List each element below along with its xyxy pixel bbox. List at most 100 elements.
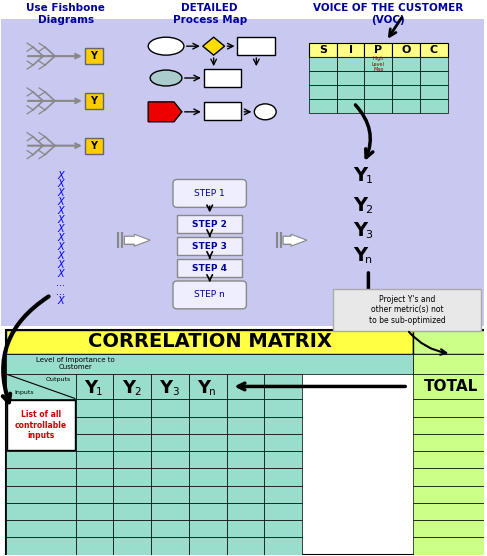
Bar [413, 537, 487, 555]
Bar [6, 330, 487, 555]
Bar [238, 37, 275, 55]
Bar [113, 434, 151, 451]
Text: 1: 1 [365, 176, 373, 186]
Text: List of all
controllable
inputs: List of all controllable inputs [15, 410, 67, 440]
Text: X: X [57, 206, 64, 216]
Text: STEP 3: STEP 3 [192, 242, 227, 251]
Text: C: C [430, 45, 438, 55]
Bar [264, 451, 302, 468]
Bar [76, 416, 113, 434]
Bar [189, 399, 226, 416]
Bar [392, 99, 420, 113]
Text: Y: Y [354, 196, 368, 215]
Bar [309, 57, 337, 71]
Text: 2: 2 [134, 388, 141, 398]
Bar [420, 85, 448, 99]
Bar [413, 503, 487, 520]
Bar [226, 485, 264, 503]
Bar [151, 434, 189, 451]
Bar [413, 399, 487, 416]
Bar [189, 468, 226, 485]
FancyBboxPatch shape [173, 281, 246, 309]
FancyBboxPatch shape [173, 180, 246, 207]
Bar [337, 85, 364, 99]
Text: S: S [319, 45, 327, 55]
Bar [413, 330, 487, 354]
FancyBboxPatch shape [85, 138, 103, 153]
Text: X: X [57, 188, 64, 198]
Text: Y: Y [354, 221, 368, 240]
Text: X: X [57, 215, 64, 225]
Text: CORRELATION MATRIX: CORRELATION MATRIX [88, 332, 332, 351]
Text: 3: 3 [171, 388, 178, 398]
Bar [264, 434, 302, 451]
Polygon shape [203, 37, 225, 55]
Bar [413, 374, 487, 399]
Bar [151, 468, 189, 485]
Bar [76, 374, 113, 399]
Polygon shape [283, 234, 307, 246]
Bar [226, 503, 264, 520]
Polygon shape [148, 102, 182, 122]
Bar [264, 399, 302, 416]
Bar [392, 43, 420, 57]
Bar [413, 451, 487, 468]
Bar [226, 537, 264, 555]
Ellipse shape [254, 104, 276, 120]
Bar [6, 330, 413, 354]
Bar [76, 399, 113, 416]
Ellipse shape [148, 37, 184, 55]
Text: Outputs: Outputs [45, 377, 71, 382]
Bar [309, 99, 337, 113]
Bar [6, 434, 76, 451]
Bar [1, 19, 485, 326]
Text: Y: Y [159, 379, 172, 398]
Bar [420, 57, 448, 71]
Bar [151, 520, 189, 537]
Text: Y: Y [122, 379, 135, 398]
Bar [151, 485, 189, 503]
Bar [392, 85, 420, 99]
Text: Level of Importance to
Customer: Level of Importance to Customer [37, 357, 115, 370]
Text: Y: Y [354, 246, 368, 265]
Text: VOICE OF THE CUSTOMER
(VOC): VOICE OF THE CUSTOMER (VOC) [313, 3, 463, 25]
Bar [113, 374, 151, 399]
FancyBboxPatch shape [7, 400, 75, 450]
Bar [413, 520, 487, 537]
Bar [283, 236, 291, 244]
Bar [189, 374, 226, 399]
FancyBboxPatch shape [85, 93, 103, 109]
Bar [76, 537, 113, 555]
Bar [6, 485, 76, 503]
Bar [226, 374, 264, 399]
Bar [189, 416, 226, 434]
Text: X: X [57, 296, 64, 306]
Bar [264, 485, 302, 503]
Bar [6, 374, 76, 399]
Bar [189, 537, 226, 555]
Bar [189, 520, 226, 537]
Bar [226, 434, 264, 451]
Bar [6, 503, 76, 520]
Text: STEP n: STEP n [194, 290, 225, 300]
Bar [151, 451, 189, 468]
Text: High
Level
Map: High Level Map [372, 56, 385, 72]
Bar [6, 416, 76, 434]
Bar [177, 215, 243, 233]
Text: 2: 2 [365, 205, 373, 215]
Bar [226, 468, 264, 485]
Bar [76, 434, 113, 451]
Bar [189, 485, 226, 503]
Text: X: X [57, 180, 64, 190]
Text: Y: Y [197, 379, 210, 398]
Bar [151, 374, 189, 399]
Bar [226, 520, 264, 537]
Polygon shape [124, 234, 150, 246]
Bar [413, 468, 487, 485]
Bar [264, 416, 302, 434]
Bar [6, 451, 76, 468]
Bar [364, 99, 392, 113]
Bar [189, 503, 226, 520]
Bar [113, 399, 151, 416]
Text: X: X [57, 171, 64, 181]
